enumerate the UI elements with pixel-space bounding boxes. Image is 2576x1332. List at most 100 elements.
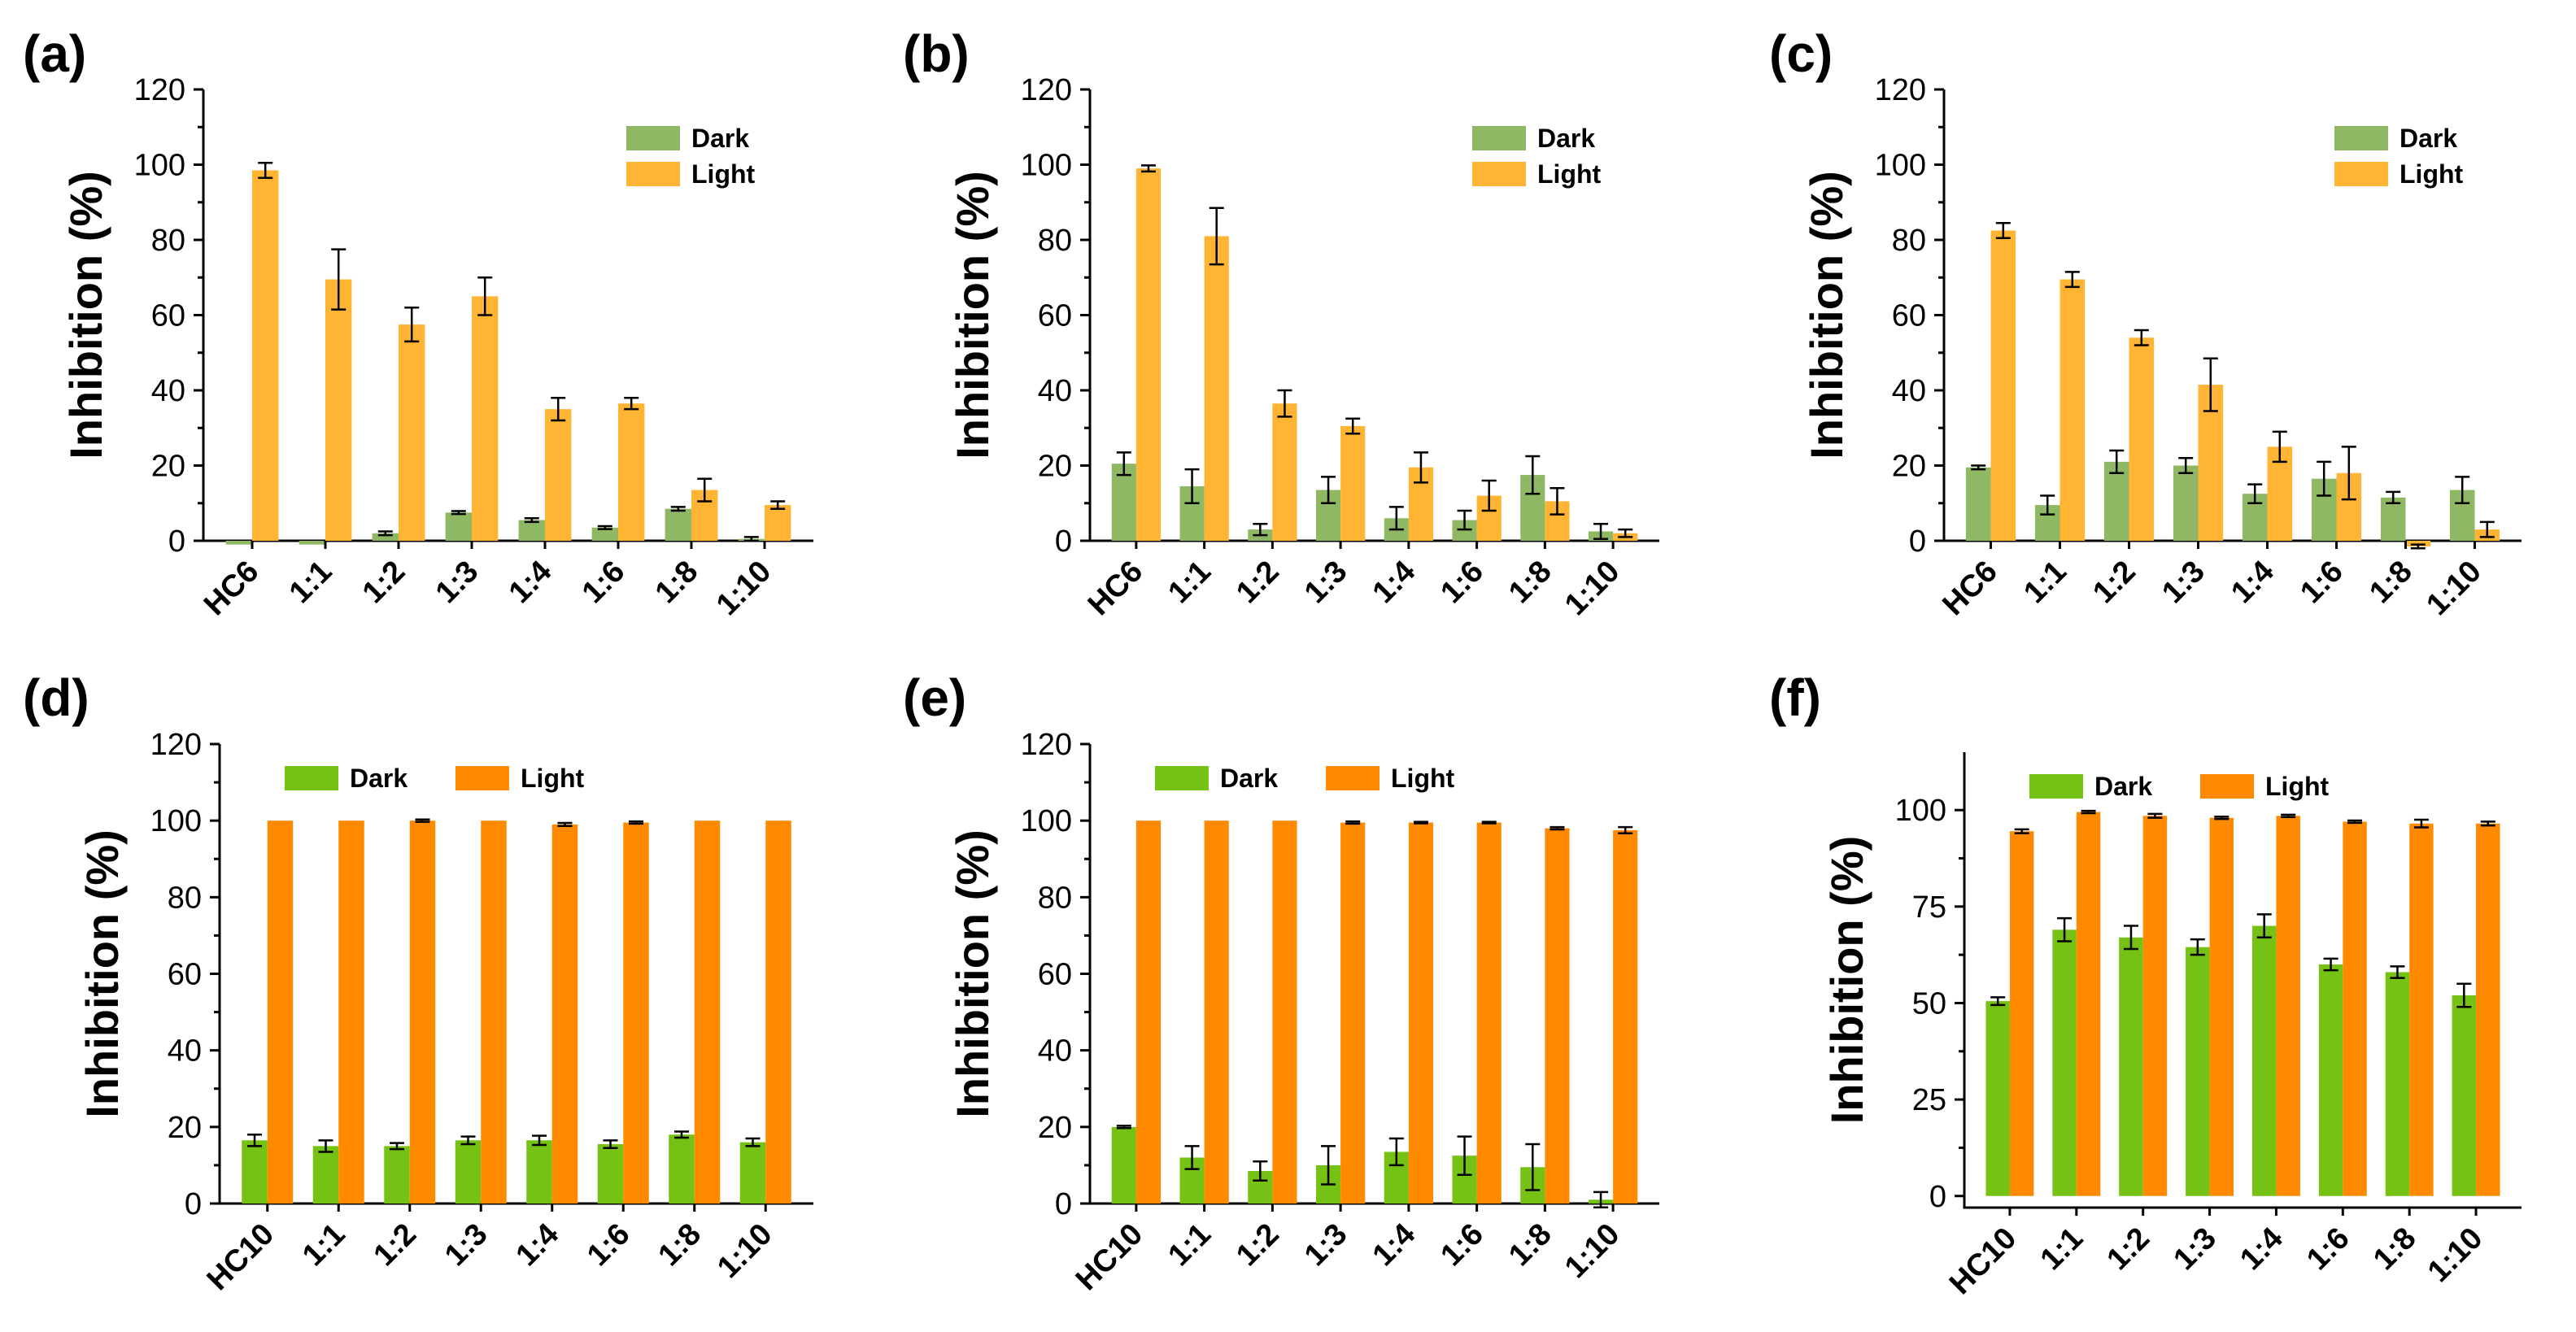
error-bar	[2480, 821, 2495, 827]
bar-dark-1:3	[2186, 947, 2210, 1196]
bar-dark-1:10	[2452, 995, 2477, 1196]
error-bar	[597, 525, 612, 530]
bar-light-1:10	[765, 821, 791, 1204]
error-bar	[1550, 487, 1565, 516]
x-tick-label: 1:8	[1502, 555, 1558, 611]
bar-light-HC10	[1135, 821, 1162, 1204]
y-tick-label: 80	[168, 881, 202, 915]
error-bar	[1388, 1137, 1404, 1167]
legend-label-dark: Dark	[2399, 124, 2457, 153]
y-tick-label: 80	[1038, 224, 1072, 258]
bar-light-HC6	[1135, 168, 1162, 541]
x-tick-label: 1:2	[2101, 1221, 2157, 1278]
x-tick-label: 1:10	[710, 555, 778, 622]
bar-dark-1:8	[669, 1134, 695, 1204]
y-tick-label: 60	[1038, 958, 1072, 992]
error-bar	[2386, 490, 2401, 504]
x-tick-label: HC10	[1943, 1221, 2023, 1301]
error-bar	[2347, 819, 2363, 825]
axis-frame	[1963, 752, 2522, 1209]
panel-label: (f)	[1769, 668, 1821, 727]
error-bar	[2455, 476, 2470, 504]
error-bar	[2247, 483, 2263, 504]
bar-light-1:2	[1272, 821, 1297, 1204]
error-bar	[745, 1137, 761, 1147]
bar-dark-1:2	[2103, 461, 2129, 541]
bar-light-1:1	[325, 279, 352, 541]
panel-label: (b)	[903, 24, 970, 83]
bar-dark-1:1	[2052, 929, 2077, 1196]
bar-light-HC10	[2009, 831, 2034, 1196]
error-bar	[2479, 520, 2495, 538]
bar-light-1:2	[1272, 403, 1297, 541]
y-tick-label: 40	[1038, 1034, 1072, 1069]
y-axis-label: Inhibition (%)	[60, 171, 111, 459]
legend-swatch-dark	[1472, 126, 1526, 150]
y-axis-label: Inhibition (%)	[1821, 836, 1872, 1125]
bar-dark-1:2	[372, 533, 399, 541]
error-bar	[624, 397, 639, 411]
panel-label: (d)	[23, 668, 89, 727]
legend-label-light: Light	[2265, 772, 2330, 801]
error-bar	[1413, 821, 1428, 825]
error-bar	[1388, 506, 1404, 531]
x-tick-label: HC6	[1936, 555, 2003, 622]
bar-light-1:6	[1476, 822, 1502, 1204]
error-bar	[1550, 825, 1565, 831]
error-bar	[1116, 1125, 1131, 1130]
y-tick-label: 60	[1038, 299, 1072, 333]
axis-frame	[202, 89, 813, 542]
bar-dark-1:6	[591, 527, 618, 541]
bar-light-1:1	[338, 821, 364, 1204]
error-bar	[2057, 916, 2073, 942]
x-tick-label: 1:6	[2294, 555, 2350, 611]
error-bar	[2014, 828, 2029, 834]
error-bar	[1413, 451, 1428, 484]
bar-light-1:6	[623, 822, 649, 1204]
y-tick-label: 0	[1909, 525, 1926, 559]
bar-light-1:4	[551, 824, 578, 1204]
error-bar	[557, 821, 573, 828]
error-bar	[1995, 221, 2011, 239]
error-bar	[2341, 446, 2356, 501]
error-bar	[697, 477, 713, 503]
error-bar	[477, 276, 493, 316]
error-bar	[2190, 938, 2205, 956]
x-tick-label: 1:3	[2167, 1221, 2223, 1278]
bar-dark-1:3	[455, 1140, 482, 1204]
bar-light-1:1	[2059, 279, 2086, 541]
legend-label-dark: Dark	[350, 764, 408, 793]
error-bar	[1457, 1135, 1472, 1176]
bar-dark-1:6	[597, 1144, 624, 1204]
bar-dark-HC6	[225, 541, 252, 545]
bar-light-1:6	[618, 403, 645, 541]
x-tick-label: 1:10	[711, 1217, 778, 1285]
y-tick-label: 120	[150, 728, 202, 762]
x-tick-label: 1:10	[2421, 1221, 2489, 1289]
panel-label: (e)	[903, 668, 966, 727]
y-tick-label: 100	[150, 804, 202, 838]
bar-light-1:2	[409, 821, 436, 1204]
y-tick-label: 0	[185, 1187, 202, 1221]
bar-light-HC6	[252, 170, 279, 541]
x-tick-label: 1:1	[1162, 1217, 1218, 1273]
x-tick-label: 1:4	[510, 1217, 566, 1273]
x-tick-label: HC10	[1070, 1217, 1149, 1297]
bar-light-1:4	[1408, 822, 1434, 1204]
bar-dark-1:2	[2119, 937, 2143, 1196]
error-bar	[2134, 329, 2149, 346]
x-tick-label: 1:1	[2034, 1221, 2090, 1278]
bar-dark-1:1	[312, 1146, 339, 1204]
x-tick-label: 1:6	[2300, 1221, 2356, 1278]
bar-light-1:1	[1204, 236, 1229, 541]
error-bar	[770, 500, 786, 510]
error-bar	[404, 307, 420, 343]
bar-dark-HC6	[1111, 464, 1136, 541]
bar-dark-1:8	[2380, 497, 2406, 541]
bar-dark-1:4	[518, 520, 545, 541]
y-tick-label: 0	[1055, 1187, 1072, 1221]
legend-swatch-dark	[626, 126, 680, 150]
error-bar	[2178, 457, 2194, 474]
x-tick-label: 1:3	[1298, 555, 1354, 611]
